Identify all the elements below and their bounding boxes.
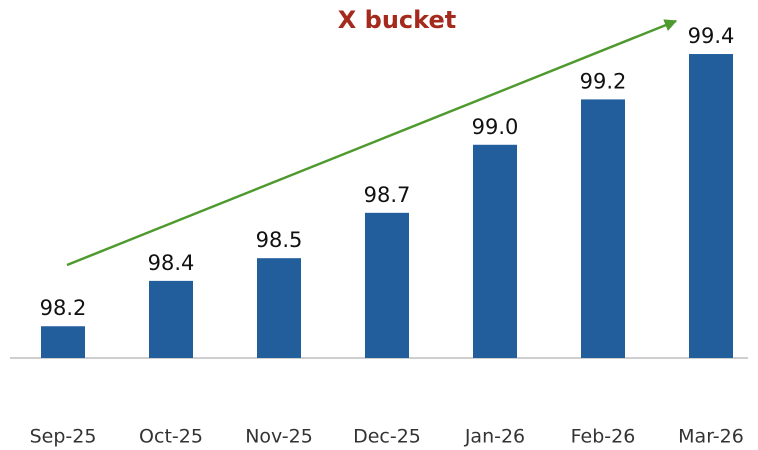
x-tick-label: Oct-25 [139,426,203,448]
data-label: 99.0 [472,115,519,139]
data-label: 99.4 [688,24,735,48]
x-tick-label: Nov-25 [245,426,313,448]
trend-arrow [66,19,678,267]
bar [41,326,85,358]
data-label: 98.4 [148,251,195,275]
bar [473,144,517,358]
bar [149,280,193,358]
data-label: 98.7 [364,183,411,207]
bar [689,54,733,358]
bar [581,99,625,359]
bar [257,258,301,358]
data-label: 98.5 [256,228,303,252]
chart-title: X bucket [338,6,456,34]
x-tick-label: Dec-25 [353,426,421,448]
x-tick-label: Jan-26 [464,426,525,448]
x-tick-label: Sep-25 [30,426,97,448]
x-tick-label: Feb-26 [571,426,636,448]
data-label: 99.2 [580,69,627,93]
data-label: 98.2 [40,296,87,320]
x-tick-label: Mar-26 [678,426,744,448]
bar [365,212,409,358]
